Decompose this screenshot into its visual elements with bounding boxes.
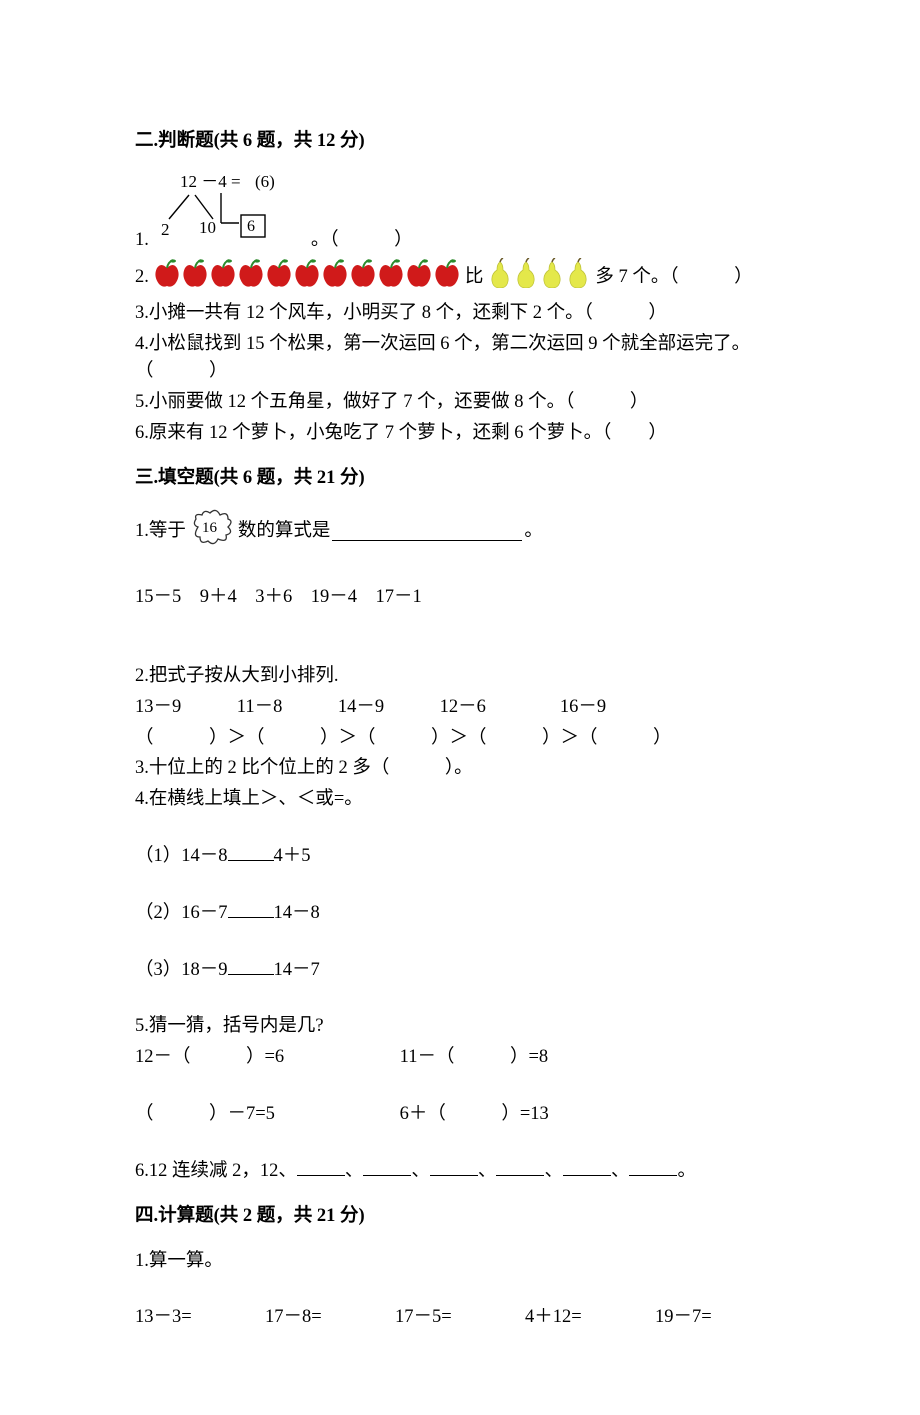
q4-left: （2）16－7 (135, 903, 228, 923)
sec2-q4: 4.小松鼠找到 15 个松果，第一次运回 6 个，第二次运回 9 个就全部运完了… (135, 331, 790, 385)
q4-item-1: （1）14－8 4＋5 (135, 846, 311, 866)
q4-item-2: （2）16－7 14－8 (135, 903, 320, 923)
apple-icon (209, 258, 237, 297)
blank-line[interactable] (629, 1158, 677, 1176)
calc-4: 4＋12= (525, 1304, 655, 1331)
sec3-q1: 1.等于 16 数的算式是 。 (135, 509, 790, 554)
q1-pre: 1.等于 (135, 518, 186, 545)
q1-post-a: 数的算式是 (238, 518, 331, 545)
sec4-row: 13－3= 17－8= 17－5= 4＋12= 19－7= (135, 1304, 790, 1331)
q4-right: 4＋5 (274, 846, 311, 866)
sec3-q2-answer: （ ）＞（ ）＞（ ）＞（ ）＞（ ） (135, 725, 790, 752)
calc-2: 17－8= (265, 1304, 395, 1331)
apple-icon (377, 258, 405, 297)
sec3-q5-row1: 12－（ ）=6 11－（ ）=8 (135, 1044, 790, 1071)
sec2-q1: 1. 12 －4 = (6) 2 10 6 。（ ） (135, 173, 790, 254)
sec3-q2-exprs: 13－9 11－8 14－9 12－6 16－9 (135, 694, 790, 721)
sec3-q1-options: 15－5 9＋4 3＋6 19－4 17－1 (135, 584, 790, 611)
sec2-q2: 2. 比 多 7 个。（ ） (135, 258, 790, 297)
q5-r1b: 11－（ ）=8 (400, 1047, 549, 1067)
blank-line[interactable] (332, 523, 522, 541)
q4-left: （1）14－8 (135, 846, 228, 866)
sec3-q4-1: （1）14－8 4＋5 (135, 843, 790, 870)
blank-line[interactable] (496, 1158, 544, 1176)
q4-right: 14－8 (274, 903, 320, 923)
sec2-q5: 5.小丽要做 12 个五角星，做好了 7 个，还要做 8 个。（ ） (135, 389, 790, 416)
separator: 、 (411, 1161, 430, 1181)
blank-line[interactable] (228, 957, 274, 975)
sec2-q3: 3.小摊一共有 12 个风车，小明买了 8 个，还剩下 2 个。（ ） (135, 300, 790, 327)
section-3-heading: 三.填空题(共 6 题，共 21 分) (135, 465, 790, 492)
separator: 、 (345, 1161, 364, 1181)
nb-top-expr: 12 －4 = (180, 173, 241, 191)
q5-r1a: 12－（ ）=6 (135, 1044, 395, 1071)
sec3-q3: 3.十位上的 2 比个位上的 2 多（ ）。 (135, 755, 790, 782)
sec3-q6: 6.12 连续减 2，12、 、 、 、 、 、 。 (135, 1158, 790, 1185)
apple-icon (433, 258, 461, 297)
q4-right: 14－7 (274, 960, 320, 980)
nb-right: 10 (199, 218, 216, 237)
sec2-q1-tail: 。（ ） (311, 227, 413, 254)
sec3-q2-line1: 2.把式子按从大到小排列. (135, 663, 790, 690)
q4-left: （3）18－9 (135, 960, 228, 980)
nb-box: 6 (247, 218, 255, 235)
q6-pre: 6.12 连续减 2，12、 (135, 1161, 297, 1181)
apple-icon (405, 258, 433, 297)
separator: 、 (544, 1161, 563, 1181)
q6-end: 。 (677, 1161, 696, 1181)
section-4-heading: 四.计算题(共 2 题，共 21 分) (135, 1203, 790, 1230)
blank-line[interactable] (563, 1158, 611, 1176)
cloud-number: 16 (202, 520, 218, 536)
sec4-q1-title: 1.算一算。 (135, 1248, 790, 1275)
apple-row-icon (153, 258, 461, 297)
blank-line[interactable] (363, 1158, 411, 1176)
pear-icon (487, 258, 513, 297)
calc-5: 19－7= (655, 1304, 785, 1331)
blank-line[interactable] (228, 843, 274, 861)
q1-post-b: 。 (524, 518, 543, 545)
number-bond-icon: 12 －4 = (6) 2 10 6 (155, 173, 305, 254)
nb-left: 2 (161, 220, 170, 239)
sec2-q2-label: 2. (135, 264, 149, 291)
pear-row-icon (487, 258, 591, 297)
pear-icon (565, 258, 591, 297)
sec3-q4-title: 4.在横线上填上＞、＜或=。 (135, 786, 790, 813)
sec2-q2-mid: 比 (465, 264, 484, 291)
apple-icon (293, 258, 321, 297)
calc-1: 13－3= (135, 1304, 265, 1331)
calc-3: 17－5= (395, 1304, 525, 1331)
apple-icon (265, 258, 293, 297)
cloud-16-icon: 16 (190, 509, 234, 554)
blank-line[interactable] (297, 1158, 345, 1176)
separator: 、 (611, 1161, 630, 1181)
apple-icon (153, 258, 181, 297)
nb-top-result: (6) (255, 173, 275, 191)
separator: 、 (478, 1161, 497, 1181)
sec3-q4-3: （3）18－9 14－7 (135, 957, 790, 984)
apple-icon (321, 258, 349, 297)
section-2-heading: 二.判断题(共 6 题，共 12 分) (135, 128, 790, 155)
pear-icon (539, 258, 565, 297)
blank-line[interactable] (430, 1158, 478, 1176)
q4-item-3: （3）18－9 14－7 (135, 960, 320, 980)
sec2-q1-label: 1. (135, 227, 149, 254)
sec3-q5-row2: （ ）－7=5 6＋（ ）=13 (135, 1101, 790, 1128)
sec2-q6: 6.原来有 12 个萝卜，小兔吃了 7 个萝卜，还剩 6 个萝卜。（ ） (135, 420, 790, 447)
apple-icon (237, 258, 265, 297)
apple-icon (349, 258, 377, 297)
pear-icon (513, 258, 539, 297)
apple-icon (181, 258, 209, 297)
q5-r2b: 6＋（ ）=13 (400, 1104, 549, 1124)
blank-line[interactable] (228, 900, 274, 918)
sec3-q4-2: （2）16－7 14－8 (135, 900, 790, 927)
sec2-q2-tail: 多 7 个。（ ） (595, 264, 752, 291)
q5-r2a: （ ）－7=5 (135, 1101, 395, 1128)
sec3-q5-title: 5.猜一猜，括号内是几? (135, 1013, 790, 1040)
